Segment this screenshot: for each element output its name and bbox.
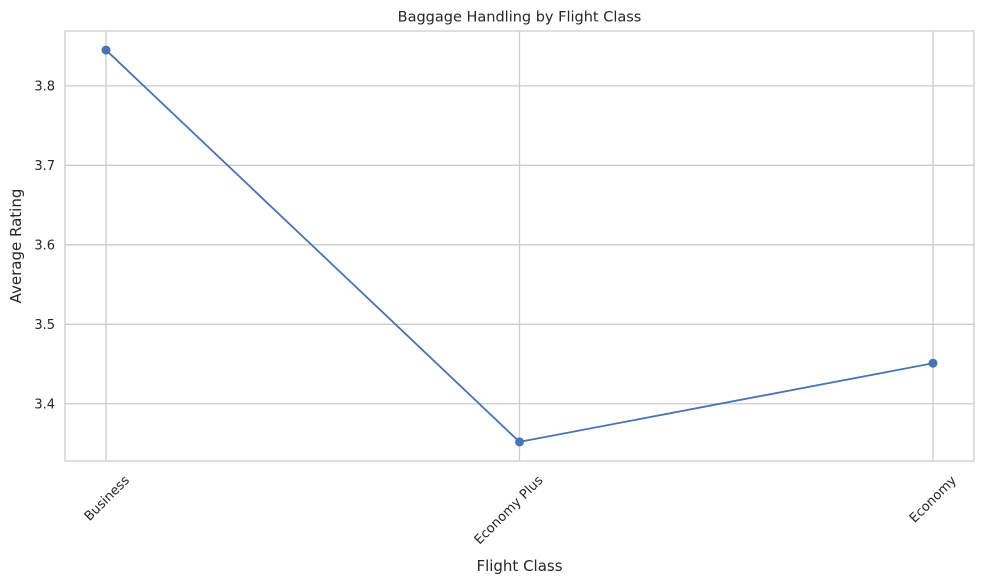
y-tick-label: 3.7 [34, 159, 55, 174]
chart-title: Baggage Handling by Flight Class [398, 10, 642, 26]
y-tick-labels: 3.4 3.5 3.6 3.7 3.8 [34, 79, 55, 412]
y-axis-title: Average Rating [7, 189, 25, 304]
y-tick-label: 3.4 [34, 397, 55, 412]
x-axis-title: Flight Class [476, 557, 562, 575]
data-point [928, 358, 938, 368]
y-tick-label: 3.6 [34, 238, 55, 253]
x-gridlines [105, 31, 934, 461]
y-tick-label: 3.5 [34, 318, 55, 333]
plot-frame [64, 30, 975, 462]
y-tick-label: 3.8 [34, 79, 55, 94]
series-group [101, 45, 938, 447]
data-point [515, 437, 524, 447]
data-point [101, 45, 111, 55]
